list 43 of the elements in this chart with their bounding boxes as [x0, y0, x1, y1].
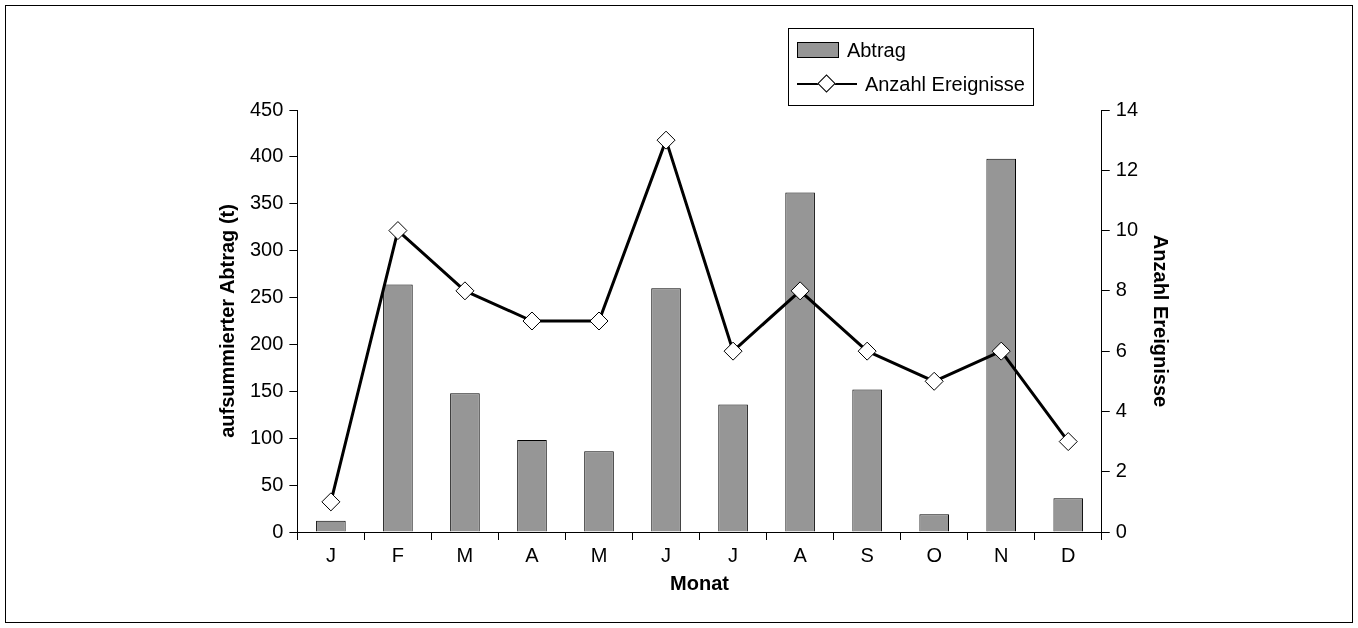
x-tick-label: M	[456, 543, 474, 566]
y2-tick-label: 6	[1115, 338, 1127, 361]
y2-tick-label: 14	[1115, 97, 1138, 120]
y-tick-label: 350	[249, 191, 284, 214]
x-tick-label: A	[525, 543, 540, 566]
y-tick-label: 300	[249, 238, 284, 261]
point	[723, 341, 743, 361]
x-axis-title: Monat	[670, 571, 730, 594]
x-tick-label: M	[590, 543, 608, 566]
y-tick-label: 200	[249, 331, 284, 354]
y-axis-title: aufsummierter Abtrag (t)	[215, 204, 238, 438]
y2-tick-label: 2	[1115, 459, 1127, 482]
x-tick-label: J	[728, 543, 739, 566]
point	[656, 130, 676, 150]
y-tick-label: 0	[272, 519, 284, 542]
x-tick-label: D	[1061, 543, 1076, 566]
x-tick-label: A	[793, 543, 808, 566]
legend-label: Anzahl Ereignisse	[864, 72, 1025, 96]
y-tick-label: 250	[249, 285, 284, 308]
y-tick-label: 450	[249, 97, 284, 120]
x-tick-label: S	[860, 543, 874, 566]
y-tick-label: 150	[249, 378, 284, 401]
legend-label: Abtrag	[846, 38, 906, 62]
y2-tick-label: 0	[1115, 519, 1127, 542]
y-tick-label: 50	[261, 472, 284, 495]
y-tick-label: 100	[249, 425, 284, 448]
point	[455, 281, 475, 301]
point	[924, 371, 944, 391]
point	[522, 311, 542, 331]
x-tick-label: F	[391, 543, 405, 566]
x-tick-label: O	[926, 543, 942, 566]
x-tick-label: J	[661, 543, 672, 566]
y2-axis-title: Anzahl Ereignisse	[1150, 234, 1173, 408]
point	[388, 221, 408, 241]
x-tick-label: N	[993, 543, 1009, 566]
y2-tick-label: 10	[1115, 218, 1138, 241]
point	[790, 281, 810, 301]
point	[991, 341, 1011, 361]
y2-tick-label: 4	[1115, 398, 1127, 421]
x-tick-label: J	[325, 543, 336, 566]
y2-tick-label: 12	[1115, 157, 1138, 180]
y2-tick-label: 8	[1115, 278, 1127, 301]
y-tick-label: 400	[249, 144, 284, 167]
